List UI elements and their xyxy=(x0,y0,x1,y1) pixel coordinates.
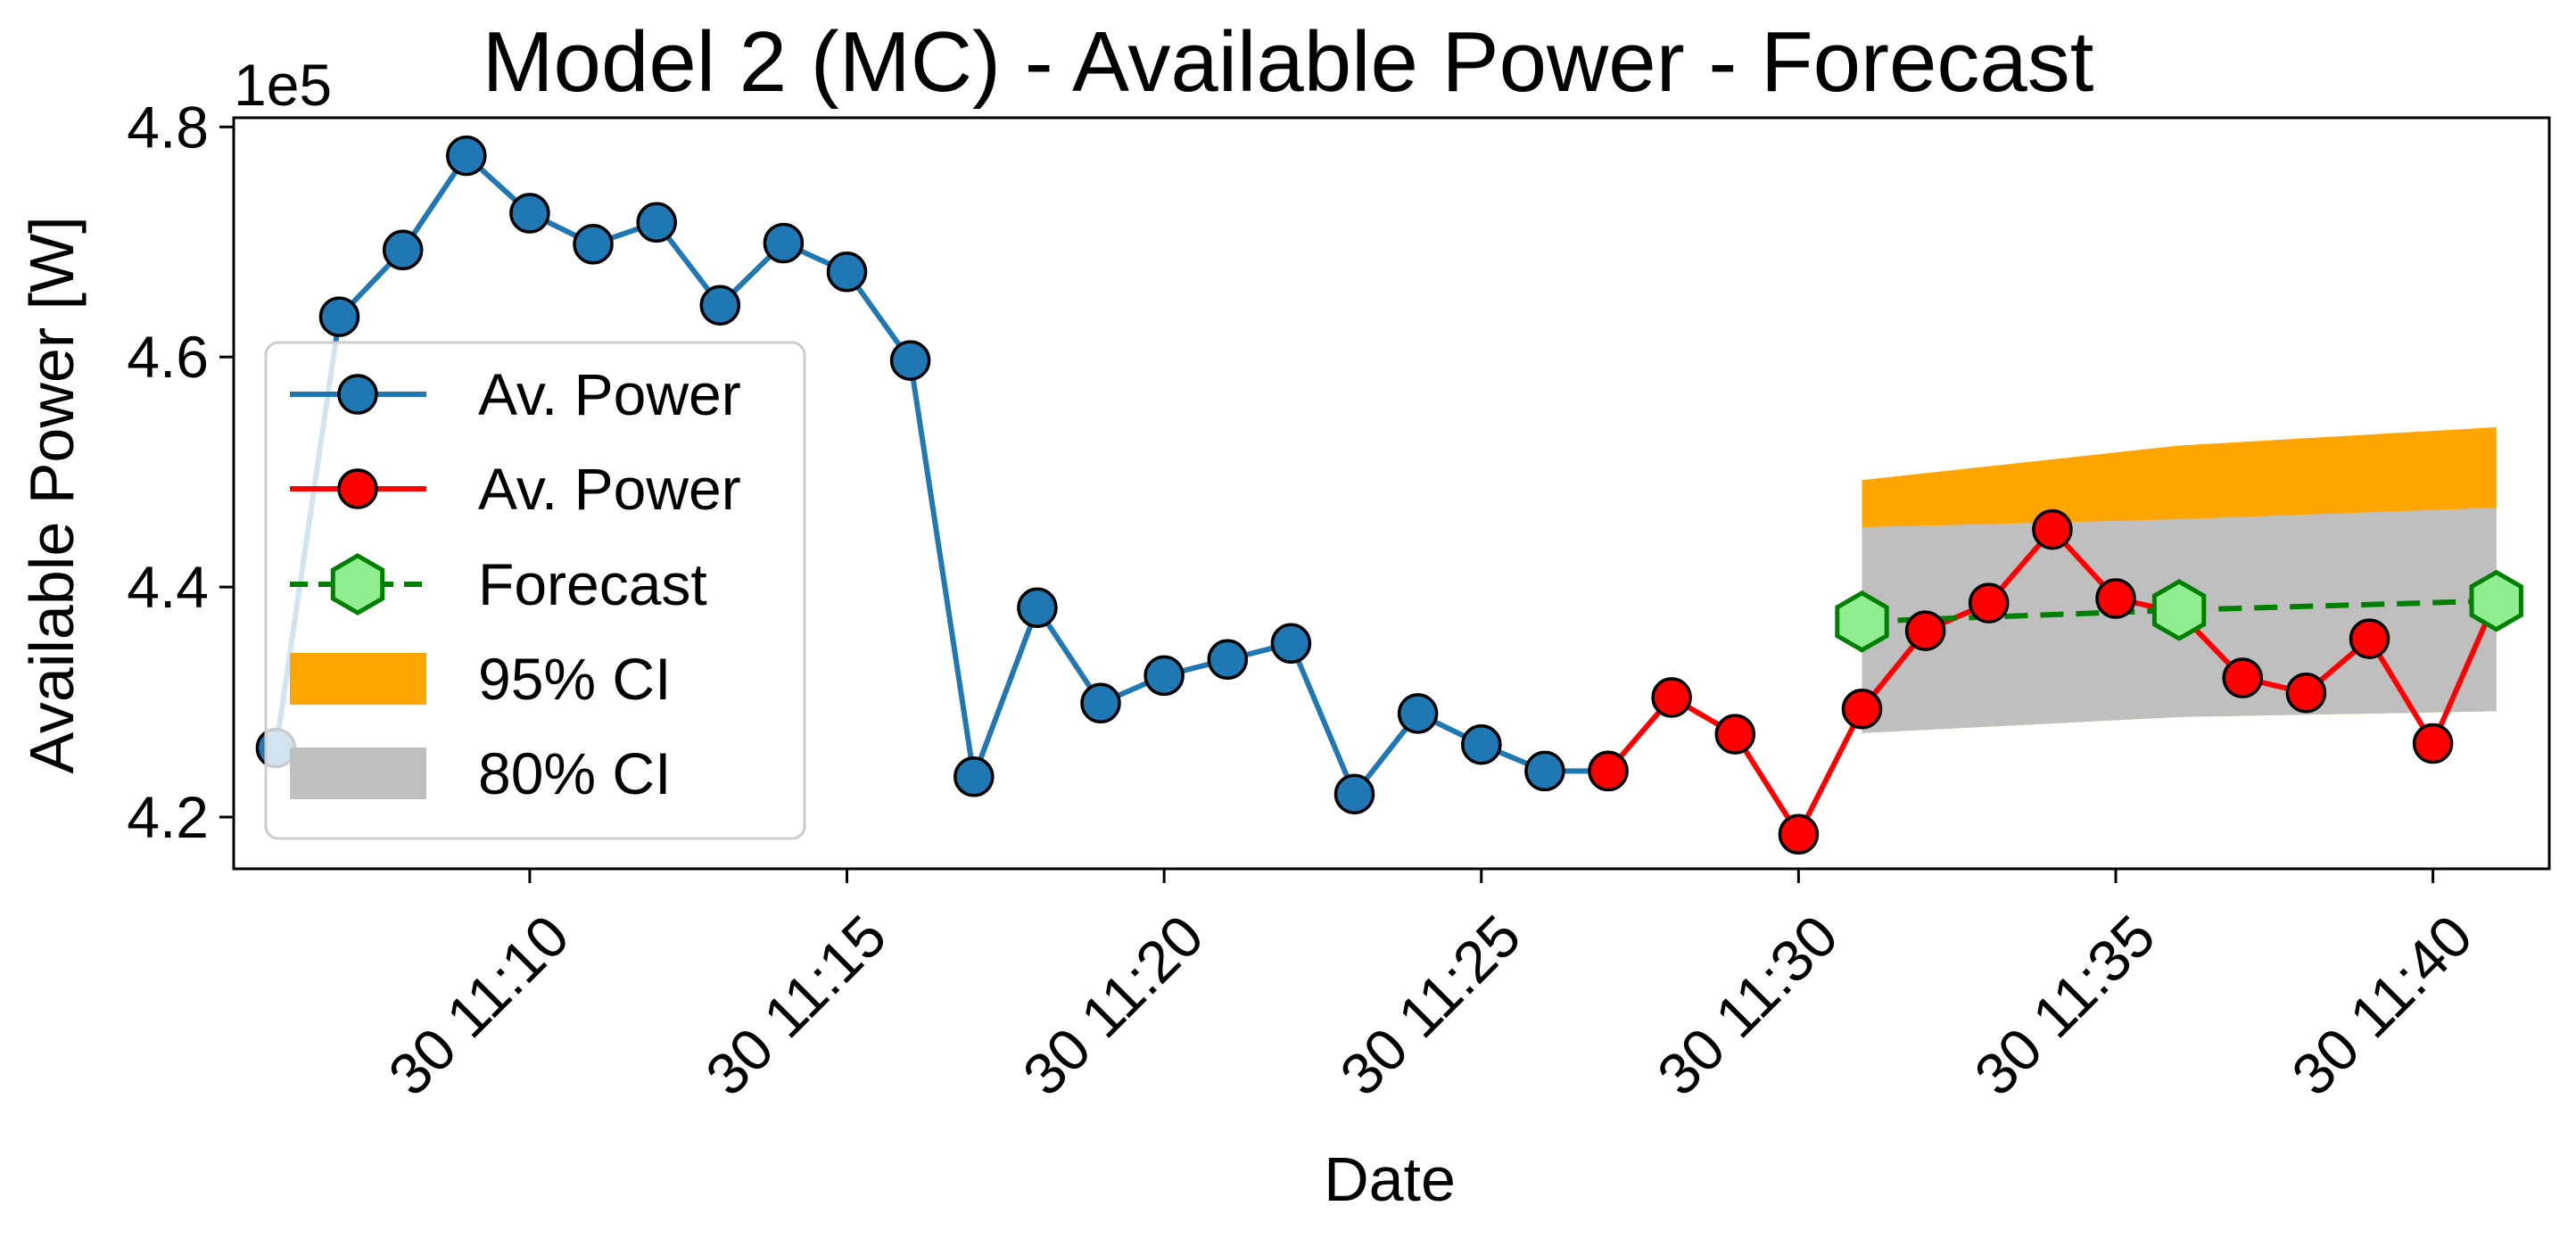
y-axis-offset-label: 1e5 xyxy=(234,52,332,118)
legend-box xyxy=(264,341,806,840)
forecast-point xyxy=(2151,579,2207,641)
series-0-point xyxy=(1397,693,1439,734)
series-0-point xyxy=(1333,773,1375,814)
series-0-point xyxy=(1080,682,1121,724)
series-0-point xyxy=(1270,623,1312,665)
legend-circle-marker xyxy=(337,374,378,415)
series-0-point xyxy=(1461,723,1502,765)
legend-entry-label: Av. Power xyxy=(478,456,741,522)
x-axis-label: Date xyxy=(1324,1144,1456,1214)
series-0-point xyxy=(446,135,487,177)
y-tick-label: 4.8 xyxy=(127,94,209,160)
series-1-point xyxy=(2285,672,2327,714)
series-1-point xyxy=(1714,714,1756,755)
series-0-point xyxy=(1524,750,1565,792)
series-0-point xyxy=(1017,587,1058,629)
series-0-point xyxy=(509,193,550,234)
legend-circle-marker xyxy=(337,468,378,509)
series-0-point xyxy=(699,285,741,326)
series-0-point xyxy=(573,224,614,265)
series-0-point xyxy=(636,202,677,244)
legend-hexagon-marker xyxy=(330,553,385,615)
y-axis-label: Available Power [W] xyxy=(17,216,87,773)
series-0-point xyxy=(954,756,995,797)
series-1-point xyxy=(1588,750,1629,792)
series-1-point xyxy=(1651,677,1692,718)
series-1-point xyxy=(2222,657,2263,698)
y-axis-ticks: 4.2 4.4 4.6 4.8 xyxy=(127,94,234,850)
legend-entry-label: Forecast xyxy=(478,551,707,617)
legend-entry-label: 80% CI xyxy=(478,740,671,806)
legend-band-swatch xyxy=(290,653,426,705)
legend-band-swatch xyxy=(290,748,426,799)
series-1-point xyxy=(1841,689,1883,730)
y-tick-label: 4.4 xyxy=(127,554,209,620)
forecast-point xyxy=(2469,569,2523,632)
series-0-point xyxy=(382,229,424,271)
series-0-line xyxy=(273,153,1608,797)
series-1-point xyxy=(2412,723,2454,764)
series-1-point xyxy=(2349,618,2390,659)
series-1-point xyxy=(1904,610,1946,651)
series-0-point xyxy=(889,340,931,381)
series-1-point xyxy=(1968,582,2010,624)
series-0-point xyxy=(1207,639,1249,681)
legend-entry-label: 95% CI xyxy=(478,646,671,712)
series-1-point xyxy=(1778,814,1820,855)
legend: Av. Power Av. Power Forecast 95% CI 80% CI xyxy=(264,341,806,840)
chart-title: Model 2 (MC) - Available Power - Forecas… xyxy=(483,14,2094,110)
series-0-point xyxy=(826,252,868,293)
forecast-point xyxy=(1835,590,1889,653)
plot-area-frame xyxy=(232,116,2551,871)
y-tick-label: 4.2 xyxy=(127,784,209,850)
series-markers xyxy=(255,135,2523,855)
series-0-point xyxy=(763,222,805,264)
series-0-point xyxy=(318,296,360,337)
legend-entry-label: Av. Power xyxy=(478,361,741,427)
series-1-point xyxy=(2095,578,2136,619)
series-1-point xyxy=(2032,508,2073,550)
series-0-point xyxy=(1144,655,1185,697)
y-tick-label: 4.6 xyxy=(127,324,209,390)
